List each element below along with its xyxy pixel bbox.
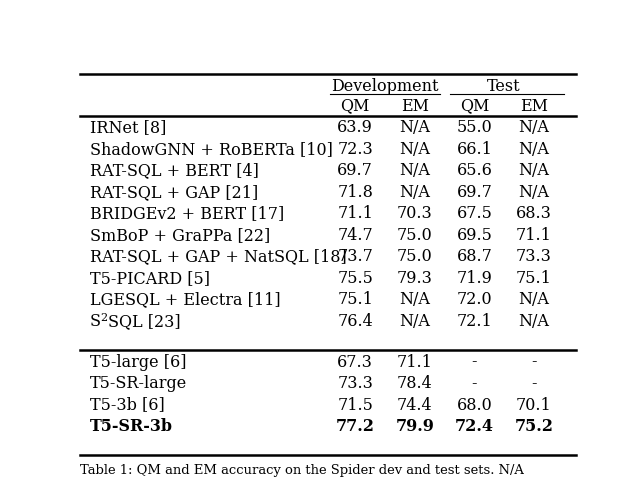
Text: QM: QM: [460, 98, 489, 115]
Text: SmBoP + GraPPa [22]: SmBoP + GraPPa [22]: [90, 227, 270, 244]
Text: N/A: N/A: [518, 184, 549, 201]
Text: IRNet [8]: IRNet [8]: [90, 119, 166, 136]
Text: N/A: N/A: [518, 313, 549, 330]
Text: -: -: [531, 354, 536, 370]
Text: T5-SR-3b: T5-SR-3b: [90, 418, 173, 435]
Text: N/A: N/A: [518, 141, 549, 158]
Text: 78.4: 78.4: [397, 375, 433, 392]
Text: EM: EM: [520, 98, 548, 115]
Text: 69.7: 69.7: [337, 162, 373, 179]
Text: 69.7: 69.7: [456, 184, 492, 201]
Text: 75.1: 75.1: [337, 291, 373, 308]
Text: 71.9: 71.9: [456, 270, 492, 287]
Text: N/A: N/A: [518, 119, 549, 136]
Text: 75.2: 75.2: [515, 418, 554, 435]
Text: 74.7: 74.7: [337, 227, 373, 244]
Text: N/A: N/A: [399, 119, 430, 136]
Text: 72.0: 72.0: [456, 291, 492, 308]
Text: 79.9: 79.9: [396, 418, 434, 435]
Text: N/A: N/A: [399, 184, 430, 201]
Text: 67.5: 67.5: [456, 205, 492, 222]
Text: T5-SR-large: T5-SR-large: [90, 375, 187, 392]
Text: N/A: N/A: [399, 162, 430, 179]
Text: QM: QM: [340, 98, 370, 115]
Text: N/A: N/A: [399, 313, 430, 330]
Text: 67.3: 67.3: [337, 354, 373, 370]
Text: EM: EM: [401, 98, 429, 115]
Text: 73.3: 73.3: [516, 248, 552, 265]
Text: T5-PICARD [5]: T5-PICARD [5]: [90, 270, 210, 287]
Text: 77.2: 77.2: [336, 418, 375, 435]
Text: 75.0: 75.0: [397, 248, 433, 265]
Text: -: -: [531, 375, 536, 392]
Text: 69.5: 69.5: [456, 227, 492, 244]
Text: 71.1: 71.1: [516, 227, 552, 244]
Text: 55.0: 55.0: [456, 119, 492, 136]
Text: 71.1: 71.1: [337, 205, 373, 222]
Text: ShadowGNN + RoBERTa [10]: ShadowGNN + RoBERTa [10]: [90, 141, 333, 158]
Text: N/A: N/A: [518, 162, 549, 179]
Text: RAT-SQL + BERT [4]: RAT-SQL + BERT [4]: [90, 162, 259, 179]
Text: 72.4: 72.4: [455, 418, 494, 435]
Text: 73.7: 73.7: [337, 248, 373, 265]
Text: 71.1: 71.1: [397, 354, 433, 370]
Text: 68.0: 68.0: [456, 396, 492, 414]
Text: S: S: [90, 313, 101, 330]
Text: SQL [23]: SQL [23]: [108, 313, 180, 330]
Text: 72.1: 72.1: [456, 313, 492, 330]
Text: 76.4: 76.4: [337, 313, 373, 330]
Text: T5-large [6]: T5-large [6]: [90, 354, 186, 370]
Text: 71.8: 71.8: [337, 184, 373, 201]
Text: N/A: N/A: [399, 141, 430, 158]
Text: -: -: [472, 354, 477, 370]
Text: BRIDGEv2 + BERT [17]: BRIDGEv2 + BERT [17]: [90, 205, 284, 222]
Text: 63.9: 63.9: [337, 119, 373, 136]
Text: 75.5: 75.5: [337, 270, 373, 287]
Text: 72.3: 72.3: [337, 141, 373, 158]
Text: 68.7: 68.7: [456, 248, 492, 265]
Text: 66.1: 66.1: [456, 141, 492, 158]
Text: Test: Test: [487, 78, 521, 95]
Text: 75.1: 75.1: [516, 270, 552, 287]
Text: 2: 2: [100, 313, 107, 323]
Text: N/A: N/A: [399, 291, 430, 308]
Text: Table 1: QM and EM accuracy on the Spider dev and test sets. N/A: Table 1: QM and EM accuracy on the Spide…: [80, 464, 524, 477]
Text: 75.0: 75.0: [397, 227, 433, 244]
Text: 65.6: 65.6: [456, 162, 492, 179]
Text: 74.4: 74.4: [397, 396, 433, 414]
Text: RAT-SQL + GAP + NatSQL [18]: RAT-SQL + GAP + NatSQL [18]: [90, 248, 347, 265]
Text: Development: Development: [332, 78, 439, 95]
Text: RAT-SQL + GAP [21]: RAT-SQL + GAP [21]: [90, 184, 258, 201]
Text: 71.5: 71.5: [337, 396, 373, 414]
Text: 68.3: 68.3: [516, 205, 552, 222]
Text: LGESQL + Electra [11]: LGESQL + Electra [11]: [90, 291, 280, 308]
Text: 73.3: 73.3: [337, 375, 373, 392]
Text: N/A: N/A: [518, 291, 549, 308]
Text: -: -: [472, 375, 477, 392]
Text: 79.3: 79.3: [397, 270, 433, 287]
Text: T5-3b [6]: T5-3b [6]: [90, 396, 164, 414]
Text: 70.1: 70.1: [516, 396, 552, 414]
Text: 70.3: 70.3: [397, 205, 433, 222]
